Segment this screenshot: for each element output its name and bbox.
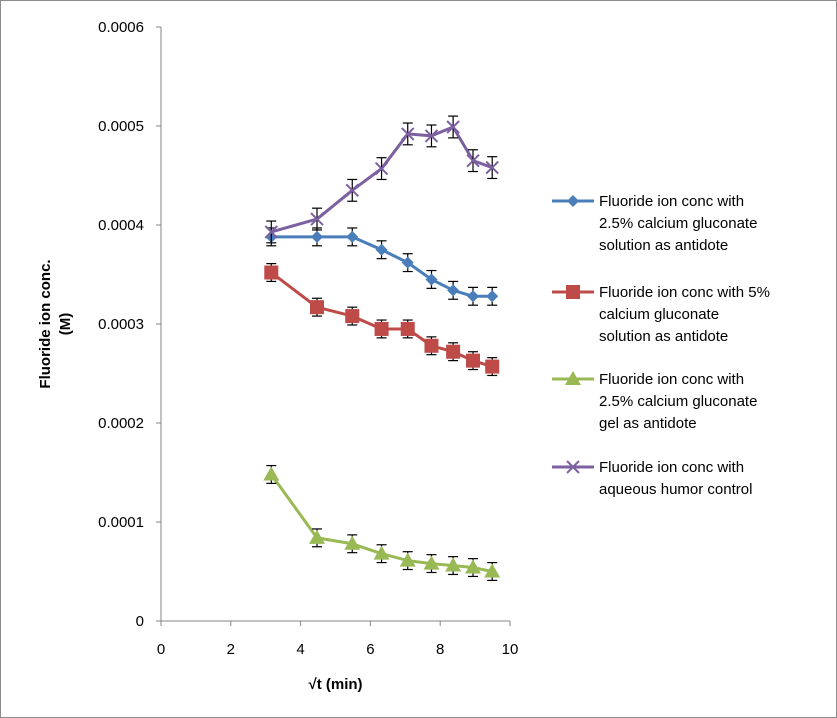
legend-entry-4: Fluoride ion conc with aqueous humor cont… <box>552 459 752 498</box>
data-point <box>485 359 500 374</box>
legend-label-line: Fluoride ion conc with <box>599 371 744 388</box>
x-tick-label: 2 <box>227 641 235 658</box>
legend-label: Fluoride ion conc with aqueous humor cont… <box>599 459 752 498</box>
data-point <box>486 290 499 303</box>
legend-entry-3: Fluoride ion conc with 2.5% calcium gluco… <box>552 371 757 432</box>
data-point <box>485 160 499 175</box>
data-point <box>399 552 416 567</box>
data-point <box>467 290 480 303</box>
legend-label: Fluoride ion conc with 2.5% calcium gluco… <box>599 193 757 254</box>
data-point <box>445 557 462 572</box>
x-tick-label: 4 <box>296 641 304 658</box>
data-point <box>375 243 388 256</box>
data-point <box>346 230 359 243</box>
legend-label-line: aqueous humor control <box>599 481 752 498</box>
y-axis-title-line: Fluoride ion conc. <box>37 259 54 388</box>
y-tick-label: 0.0005 <box>98 118 144 135</box>
data-point <box>424 129 439 143</box>
legend-label-line: calcium gluconate <box>599 306 719 323</box>
data-point <box>374 321 389 336</box>
data-point <box>344 535 361 550</box>
data-point <box>567 195 579 207</box>
data-point <box>565 371 581 385</box>
data-point <box>484 563 501 578</box>
legend-label-line: gel as antidote <box>599 415 697 432</box>
y-tick-label: 0.0006 <box>98 19 144 36</box>
x-tick-label: 8 <box>436 641 444 658</box>
data-point <box>401 256 414 269</box>
series-2 <box>264 263 500 377</box>
series-1 <box>265 227 499 306</box>
data-point <box>310 300 325 315</box>
legend-entry-1: Fluoride ion conc with 2.5% calcium gluco… <box>552 193 757 254</box>
y-axis-title-line: (M) <box>57 313 74 336</box>
data-point <box>264 265 279 280</box>
data-point <box>466 353 481 368</box>
data-point <box>374 161 389 176</box>
y-tick-label: 0.0004 <box>98 217 144 234</box>
data-point <box>311 230 324 243</box>
series-3 <box>263 464 501 582</box>
data-point <box>447 284 460 297</box>
data-point <box>345 183 359 198</box>
data-point <box>400 321 415 336</box>
legend-label: Fluoride ion conc with 5% calcium glucona… <box>599 284 770 345</box>
data-point <box>424 338 439 353</box>
legend-label: Fluoride ion conc with 2.5% calcium gluco… <box>599 371 757 432</box>
data-point <box>309 529 326 544</box>
x-tick-label: 6 <box>366 641 374 658</box>
data-point <box>345 309 360 324</box>
y-tick-label: 0.0003 <box>98 316 144 333</box>
y-tick-label: 0 <box>136 613 144 630</box>
data-point <box>401 127 415 141</box>
data-point <box>264 225 278 239</box>
data-point <box>446 344 461 359</box>
legend-label-line: solution as antidote <box>599 237 728 254</box>
legend-label-line: 2.5% calcium gluconate <box>599 215 757 232</box>
data-point <box>466 153 480 168</box>
x-tick-label: 10 <box>502 641 519 658</box>
data-point <box>263 466 280 481</box>
x-tick-label: 0 <box>157 641 165 658</box>
data-point <box>373 545 390 560</box>
legend-label-line: Fluoride ion conc with <box>599 193 744 210</box>
legend-label-line: solution as antidote <box>599 328 728 345</box>
y-tick-label: 0.0002 <box>98 415 144 432</box>
data-point <box>465 559 482 574</box>
legend-label-line: Fluoride ion conc with <box>599 459 744 476</box>
data-point <box>423 555 440 570</box>
data-point <box>566 285 580 299</box>
data-point <box>425 273 438 286</box>
data-point <box>566 460 580 474</box>
y-tick-label: 0.0001 <box>98 514 144 531</box>
data-point <box>446 120 460 134</box>
y-axis-title: Fluoride ion conc. (M) <box>37 259 74 388</box>
legend-label-line: Fluoride ion conc with 5% <box>599 284 770 301</box>
x-axis-title: √t (min) <box>308 676 362 693</box>
legend-label-line: 2.5% calcium gluconate <box>599 393 757 410</box>
legend-entry-2: Fluoride ion conc with 5% calcium glucona… <box>552 284 770 345</box>
data-point <box>310 212 324 226</box>
series-4 <box>264 115 499 244</box>
